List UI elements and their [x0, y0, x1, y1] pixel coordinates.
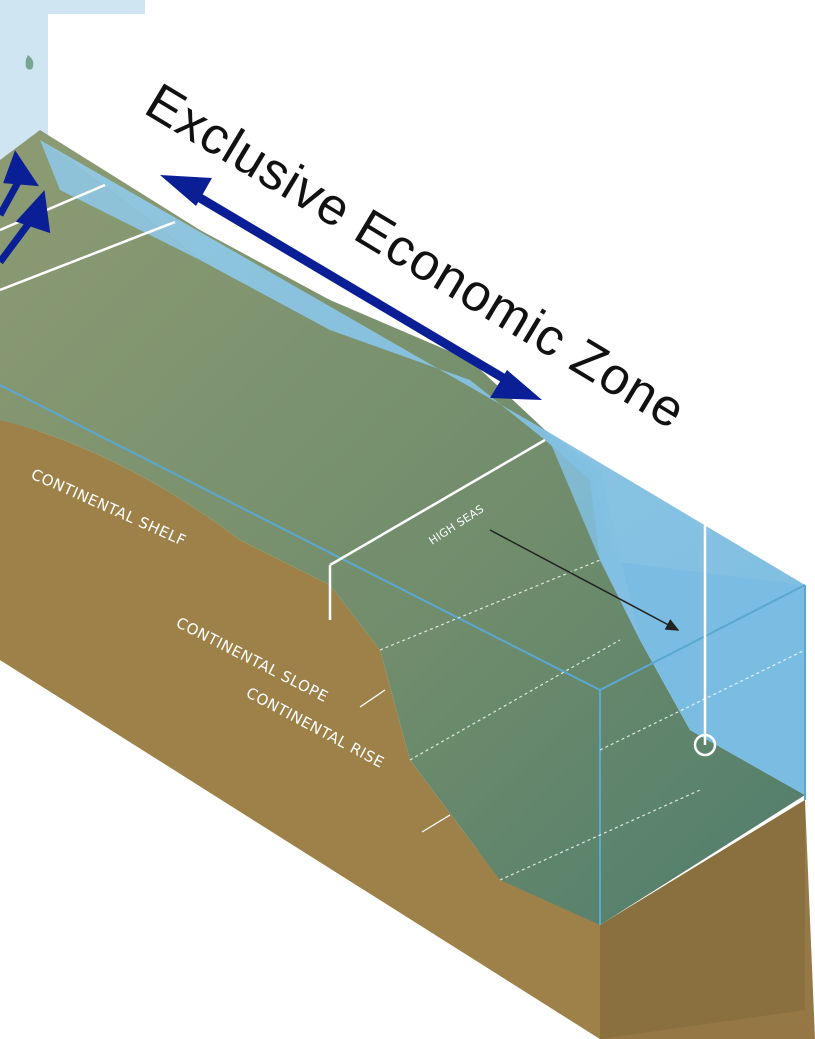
label-leaders: [359, 689, 451, 833]
depth-dashes: [379, 559, 806, 881]
water-surface: [40, 140, 805, 640]
boundary-marker: [693, 733, 717, 757]
earth-side-face: [600, 800, 805, 1039]
zone-lines: [0, 183, 707, 745]
seafloor-surface: [0, 130, 805, 925]
cross-section-earth: [0, 420, 600, 1039]
water-front: [600, 560, 805, 795]
eez-double-arrow: [160, 175, 542, 400]
high-seas-arrow: [489, 529, 680, 631]
left-arrows: [0, 150, 51, 265]
